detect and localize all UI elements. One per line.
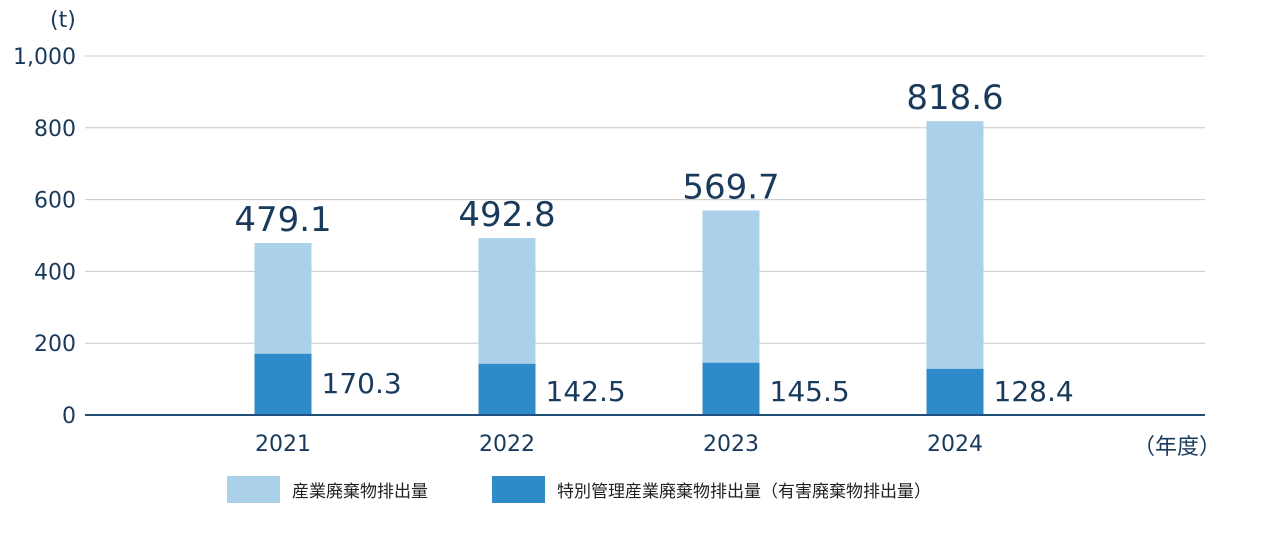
bar-special-waste xyxy=(254,353,312,415)
total-value-label: 818.6 xyxy=(906,78,1003,118)
legend-label-industrial-waste: 産業廃棄物排出量 xyxy=(292,482,428,502)
legend-item-special-waste: 特別管理産業廃棄物排出量（有害廃棄物排出量） xyxy=(492,476,931,503)
bar-industrial-waste-total xyxy=(926,121,984,416)
legend-swatch-dark xyxy=(492,476,545,503)
x-axis-unit-label: （年度） xyxy=(1133,435,1222,460)
total-value-label: 492.8 xyxy=(458,195,555,235)
y-tick-label: 200 xyxy=(34,332,76,357)
special-value-label: 170.3 xyxy=(322,367,402,400)
y-tick-label: 400 xyxy=(34,260,76,285)
y-tick-label: 800 xyxy=(34,117,76,142)
bar-special-waste xyxy=(478,363,536,415)
bar-special-waste xyxy=(926,368,984,415)
x-tick-label: 2024 xyxy=(927,432,983,457)
legend-label-special-waste: 特別管理産業廃棄物排出量（有害廃棄物排出量） xyxy=(557,482,931,502)
special-value-label: 128.4 xyxy=(994,375,1074,408)
y-tick-label: 1,000 xyxy=(13,45,76,70)
x-tick-label: 2023 xyxy=(703,432,759,457)
chart-legend: 産業廃棄物排出量 特別管理産業廃棄物排出量（有害廃棄物排出量） xyxy=(227,476,995,503)
legend-swatch-light xyxy=(227,476,280,503)
total-value-label: 479.1 xyxy=(234,200,331,240)
y-tick-label: 600 xyxy=(34,189,76,214)
x-tick-label: 2021 xyxy=(255,432,311,457)
special-value-label: 142.5 xyxy=(546,375,626,408)
x-tick-label: 2022 xyxy=(479,432,535,457)
legend-item-industrial-waste: 産業廃棄物排出量 xyxy=(227,476,428,503)
special-value-label: 145.5 xyxy=(770,375,850,408)
y-axis-unit-label: (t) xyxy=(50,8,76,33)
bar-special-waste xyxy=(702,362,760,415)
y-tick-label: 0 xyxy=(62,404,76,429)
total-value-label: 569.7 xyxy=(682,167,779,207)
